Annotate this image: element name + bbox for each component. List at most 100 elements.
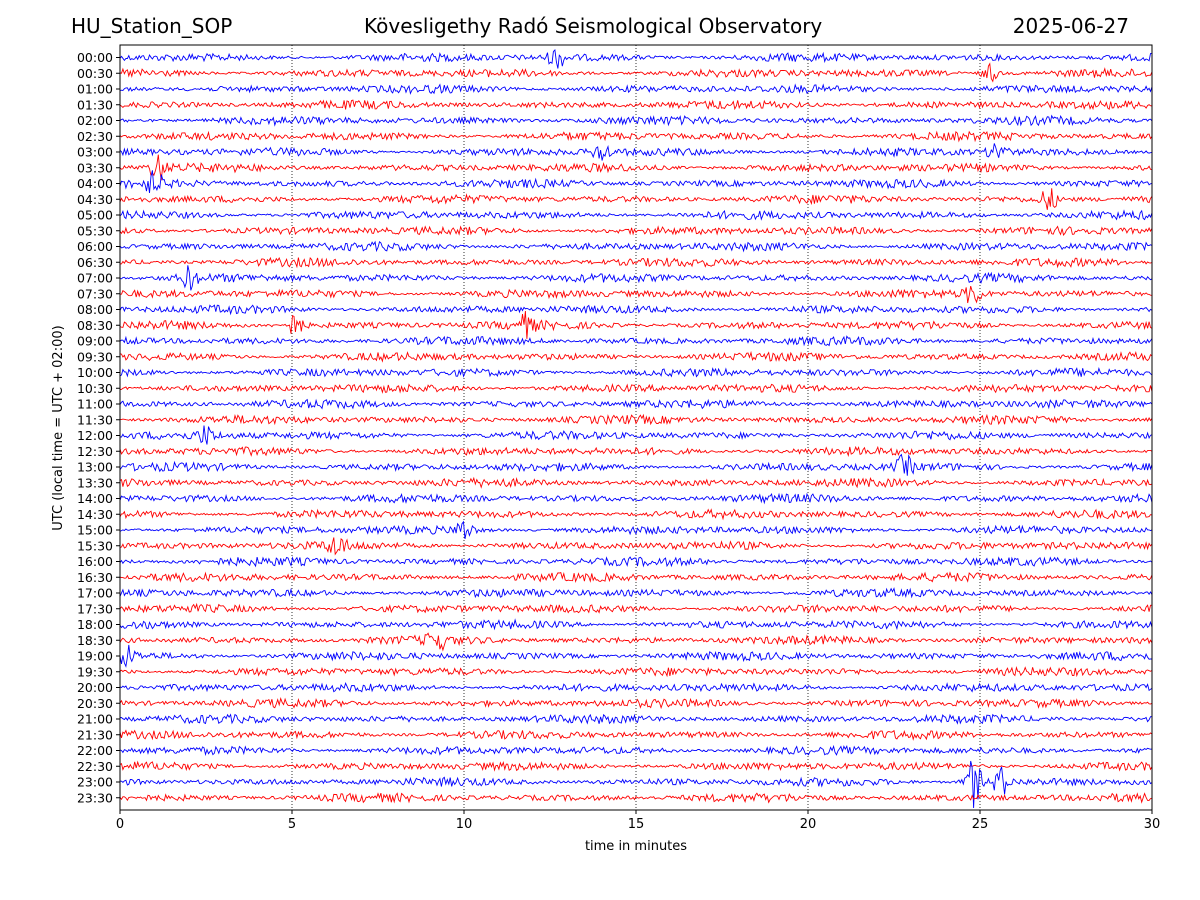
y-tick-label: 20:00 [77, 680, 113, 695]
trace-13:00 [119, 453, 1153, 476]
y-tick-label: 20:30 [77, 696, 113, 711]
y-tick-label: 17:30 [77, 601, 113, 616]
trace-12:00 [119, 425, 1153, 445]
trace-14:00 [119, 492, 1153, 505]
y-tick-label: 11:30 [77, 412, 113, 427]
y-tick-label: 02:30 [77, 129, 113, 144]
trace-02:30 [119, 130, 1153, 143]
trace-18:30 [119, 632, 1153, 652]
y-axis-ticks: 00:0000:3001:0001:3002:0002:3003:0003:30… [77, 50, 120, 805]
trace-21:30 [119, 729, 1153, 741]
y-tick-label: 06:30 [77, 255, 113, 270]
y-tick-label: 18:30 [77, 633, 113, 648]
x-tick-label-20: 20 [800, 817, 817, 832]
trace-11:30 [119, 413, 1153, 426]
chart-date: 2025-06-27 [1012, 14, 1129, 38]
y-tick-label: 06:00 [77, 239, 113, 254]
y-tick-label: 22:30 [77, 759, 113, 774]
x-tick-label-5: 5 [288, 817, 296, 832]
trace-20:30 [119, 696, 1153, 710]
x-tick-label-0: 0 [116, 817, 124, 832]
y-tick-label: 07:30 [77, 286, 113, 301]
y-tick-label: 14:00 [77, 491, 113, 506]
y-tick-label: 17:00 [77, 586, 113, 601]
trace-17:00 [119, 587, 1153, 599]
trace-18:00 [119, 618, 1153, 631]
y-tick-label: 15:00 [77, 523, 113, 538]
y-tick-label: 21:00 [77, 712, 113, 727]
trace-00:00 [119, 48, 1153, 69]
y-tick-label: 23:00 [77, 775, 113, 790]
trace-00:30 [119, 62, 1153, 83]
trace-09:00 [119, 335, 1153, 347]
trace-19:30 [119, 666, 1153, 678]
trace-04:30 [119, 188, 1153, 210]
y-tick-label: 00:30 [77, 66, 113, 81]
y-tick-label: 18:00 [77, 617, 113, 632]
y-tick-label: 03:00 [77, 145, 113, 160]
trace-07:30 [120, 285, 1153, 304]
y-tick-label: 09:30 [77, 349, 113, 364]
y-tick-label: 21:30 [77, 727, 113, 742]
trace-02:00 [119, 114, 1153, 127]
y-tick-label: 13:30 [77, 475, 113, 490]
y-tick-label: 04:30 [77, 192, 113, 207]
y-tick-label: 11:00 [77, 397, 113, 412]
trace-12:30 [119, 445, 1153, 458]
station-name: HU_Station_SOP [71, 14, 233, 38]
trace-15:00 [119, 520, 1153, 539]
x-tick-label-25: 25 [972, 817, 989, 832]
trace-11:00 [119, 398, 1153, 410]
trace-16:00 [119, 556, 1153, 568]
y-tick-label: 08:00 [77, 302, 113, 317]
y-tick-label: 05:00 [77, 208, 113, 223]
x-tick-label-30: 30 [1144, 817, 1161, 832]
trace-layer [119, 48, 1153, 809]
y-tick-label: 00:00 [77, 50, 113, 65]
y-tick-label: 22:00 [77, 743, 113, 758]
trace-23:30 [119, 792, 1153, 804]
trace-05:30 [119, 225, 1153, 236]
trace-15:30 [119, 537, 1153, 556]
y-tick-label: 10:00 [77, 365, 113, 380]
y-tick-label: 09:00 [77, 334, 113, 349]
y-tick-label: 13:00 [77, 460, 113, 475]
trace-22:30 [119, 760, 1153, 772]
trace-21:00 [119, 713, 1152, 725]
x-axis-label: time in minutes [585, 839, 687, 854]
x-tick-label-10: 10 [456, 817, 473, 832]
trace-07:00 [119, 265, 1153, 291]
y-tick-label: 02:00 [77, 113, 113, 128]
trace-16:30 [119, 571, 1153, 583]
x-tick-label-15: 15 [628, 817, 645, 832]
trace-03:30 [119, 154, 1153, 181]
trace-19:00 [119, 644, 1153, 668]
trace-01:00 [119, 83, 1153, 95]
trace-23:00 [119, 760, 1153, 809]
y-tick-label: 12:30 [77, 444, 113, 459]
trace-08:00 [119, 304, 1153, 316]
trace-20:00 [119, 682, 1153, 693]
trace-05:00 [119, 209, 1153, 221]
y-tick-label: 10:30 [77, 381, 113, 396]
trace-09:30 [119, 350, 1153, 363]
y-tick-label: 01:00 [77, 82, 113, 97]
y-tick-label: 16:00 [77, 554, 113, 569]
y-tick-label: 08:30 [77, 318, 113, 333]
x-axis-ticks: 0 5 10 15 20 25 30 [116, 810, 1160, 832]
trace-03:00 [119, 143, 1153, 161]
trace-10:00 [119, 367, 1153, 378]
trace-22:00 [119, 744, 1153, 757]
y-tick-label: 16:30 [77, 570, 113, 585]
y-tick-label: 19:30 [77, 664, 113, 679]
y-tick-label: 12:00 [77, 428, 113, 443]
trace-06:30 [119, 256, 1153, 269]
trace-01:30 [119, 99, 1153, 111]
y-tick-label: 01:30 [77, 97, 113, 112]
y-tick-label: 04:00 [77, 176, 113, 191]
y-tick-label: 14:30 [77, 507, 113, 522]
trace-14:30 [119, 508, 1153, 521]
y-tick-label: 05:30 [77, 223, 113, 238]
